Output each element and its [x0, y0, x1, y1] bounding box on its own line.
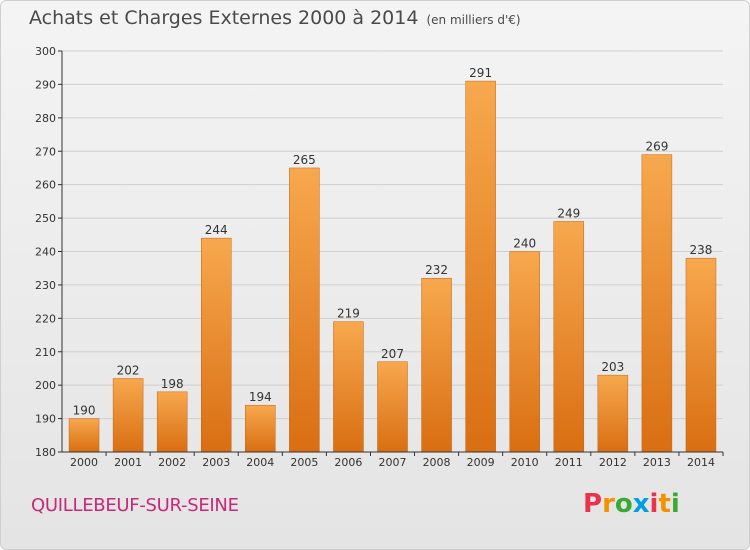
y-tick-label: 260 [35, 179, 56, 192]
logo-letter: i [649, 489, 659, 519]
x-tick-label: 2005 [290, 456, 318, 469]
bar-2007 [377, 361, 408, 453]
logo-letter: P [583, 489, 603, 519]
bar-2002 [156, 391, 188, 453]
bar-2000 [68, 418, 100, 453]
x-tick-label: 2008 [423, 456, 451, 469]
bar-2014 [685, 257, 717, 453]
bar-2001 [112, 378, 144, 453]
x-tick-label: 2003 [202, 456, 230, 469]
y-tick-label: 190 [35, 413, 56, 426]
logo-letter: x [632, 489, 650, 519]
x-tick-label: 2006 [334, 456, 362, 469]
axes [58, 50, 724, 456]
y-tick-label: 210 [35, 346, 56, 359]
y-tick-label: 300 [35, 45, 56, 58]
data-label: 291 [469, 66, 492, 80]
bar-2010 [509, 251, 540, 453]
bar-2012 [597, 374, 629, 453]
data-label: 207 [381, 347, 404, 361]
x-tick-label: 2009 [467, 456, 495, 469]
labels: 180 190 200 210 220 230 240 250 260 270 280 290 300 2… [35, 45, 715, 469]
x-tick-label: 2002 [158, 456, 186, 469]
bar-2011 [553, 221, 585, 453]
y-tick-label: 200 [35, 379, 56, 392]
x-tick-label: 2014 [687, 456, 715, 469]
data-label: 194 [249, 390, 272, 404]
bars [68, 80, 717, 453]
data-label: 202 [117, 363, 140, 377]
chart-title-text: Achats et Charges Externes 2000 à 2014 [29, 7, 419, 29]
logo-letter: i [670, 489, 680, 519]
x-tick-label: 2007 [379, 456, 407, 469]
chart-unit: (en milliers d'€) [426, 13, 521, 27]
data-label: 232 [425, 263, 448, 277]
data-label: 238 [690, 243, 713, 257]
x-tick-label: 2001 [114, 456, 142, 469]
x-tick-label: 2013 [643, 456, 671, 469]
data-label: 265 [293, 153, 316, 167]
y-tick-label: 230 [35, 279, 56, 292]
data-label: 219 [337, 307, 360, 321]
data-label: 244 [205, 223, 228, 237]
data-label: 240 [513, 237, 536, 251]
y-tick-label: 180 [35, 446, 56, 459]
data-label: 198 [161, 377, 184, 391]
logo-letter: o [614, 489, 633, 519]
y-tick-label: 290 [35, 78, 56, 91]
x-tick-label: 2011 [555, 456, 583, 469]
town-name: QUILLEBEUF-SUR-SEINE [31, 495, 239, 516]
data-label: 203 [601, 360, 624, 374]
y-tick-label: 250 [35, 212, 56, 225]
bar-2009 [465, 80, 496, 453]
bar-2013 [641, 154, 673, 453]
x-tick-label: 2012 [599, 456, 627, 469]
x-tick-label: 2000 [70, 456, 98, 469]
bar-2006 [333, 321, 364, 453]
data-label: 269 [645, 140, 668, 154]
x-tick-label: 2010 [511, 456, 539, 469]
y-tick-label: 280 [35, 112, 56, 125]
bar-2005 [289, 167, 320, 453]
data-label: 190 [73, 404, 96, 418]
y-tick-label: 240 [35, 246, 56, 259]
bar-2003 [200, 237, 232, 453]
proxiti-logo: Proxiti [583, 489, 680, 519]
y-tick-label: 270 [35, 145, 56, 158]
bar-2008 [421, 277, 452, 453]
chart-title: Achats et Charges Externes 2000 à 2014 (e… [29, 7, 521, 29]
y-tick-label: 220 [35, 312, 56, 325]
bar-2004 [245, 404, 276, 453]
data-label: 249 [557, 206, 580, 220]
logo-letter: t [658, 489, 671, 519]
x-tick-label: 2004 [246, 456, 274, 469]
logo-letter: r [602, 489, 615, 519]
